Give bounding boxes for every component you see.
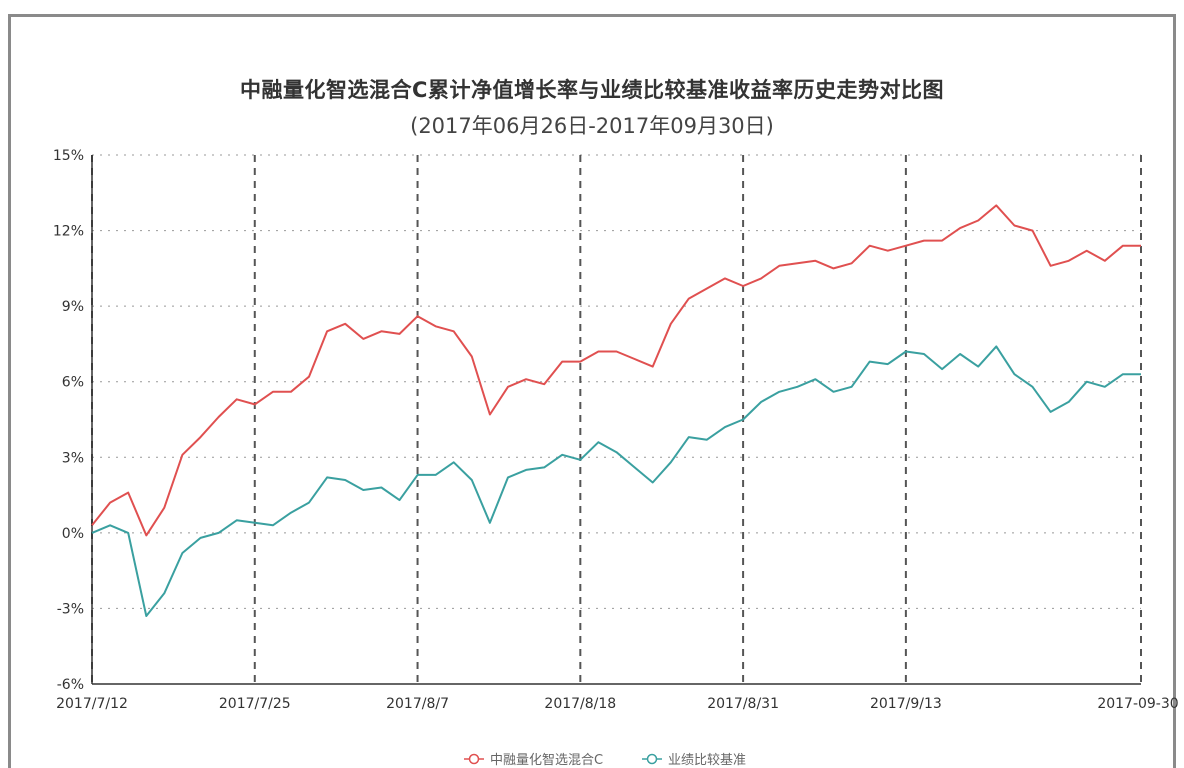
x-tick-label: 2017/9/13	[870, 696, 942, 712]
y-tick-label: 0%	[62, 526, 84, 542]
chart-subtitle: (2017年06月26日-2017年09月30日)	[410, 114, 774, 138]
grid	[91, 154, 1142, 684]
x-tick-label: 2017-09-30	[1097, 696, 1178, 712]
legend-item-1: 中融量化智选混合C	[464, 753, 603, 768]
x-tick-label: 2017/7/25	[219, 696, 291, 712]
x-tick-label: 2017/8/7	[386, 696, 449, 712]
legend-label: 中融量化智选混合C	[490, 753, 603, 768]
series-line-1	[91, 204, 1141, 537]
y-tick-label: 12%	[53, 224, 84, 240]
axes: -6% -3% 0% 3% 6% 9% 12% 15% 2017/7/12 2017/7/25 20…	[53, 148, 1179, 712]
legend: 中融量化智选混合C 业绩比较基准	[464, 753, 746, 768]
x-tick-label: 2017/8/31	[707, 696, 779, 712]
y-tick-label: 3%	[62, 450, 84, 466]
y-tick-label: 15%	[53, 148, 84, 164]
y-tick-label: -6%	[57, 677, 84, 693]
x-tick-label: 2017/7/12	[56, 696, 128, 712]
chart-title: 中融量化智选混合C累计净值增长率与业绩比较基准收益率历史走势对比图	[240, 78, 944, 102]
y-tick-label: -3%	[57, 601, 84, 617]
legend-marker-icon	[468, 753, 480, 765]
legend-label: 业绩比较基准	[668, 753, 746, 768]
chart-frame	[8, 14, 1176, 768]
y-tick-label: 6%	[62, 375, 84, 391]
legend-item-2: 业绩比较基准	[642, 753, 746, 768]
x-tick-label: 2017/8/18	[544, 696, 616, 712]
series-line-2	[91, 345, 1141, 617]
legend-marker-icon	[646, 753, 658, 765]
series	[91, 204, 1141, 617]
y-tick-label: 9%	[62, 299, 84, 315]
